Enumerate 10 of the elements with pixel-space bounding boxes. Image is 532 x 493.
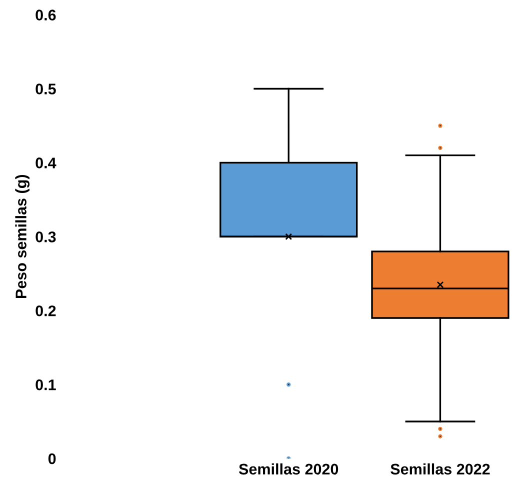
y-tick-label: 0.1 bbox=[36, 379, 56, 390]
y-axis-title: Peso semillas (g) bbox=[15, 174, 30, 298]
y-tick-label: 0.2 bbox=[36, 305, 56, 316]
y-tick-label: 0.3 bbox=[36, 232, 56, 242]
x-tick-label: Semillas 2022 bbox=[390, 463, 490, 475]
y-tick-label: 0.5 bbox=[36, 84, 56, 94]
y-tick-label: 0.4 bbox=[36, 158, 56, 168]
x-tick-label: Semillas 2020 bbox=[238, 463, 338, 475]
y-tick-label: 0.6 bbox=[36, 10, 56, 20]
y-tick-label: 0 bbox=[48, 453, 56, 464]
